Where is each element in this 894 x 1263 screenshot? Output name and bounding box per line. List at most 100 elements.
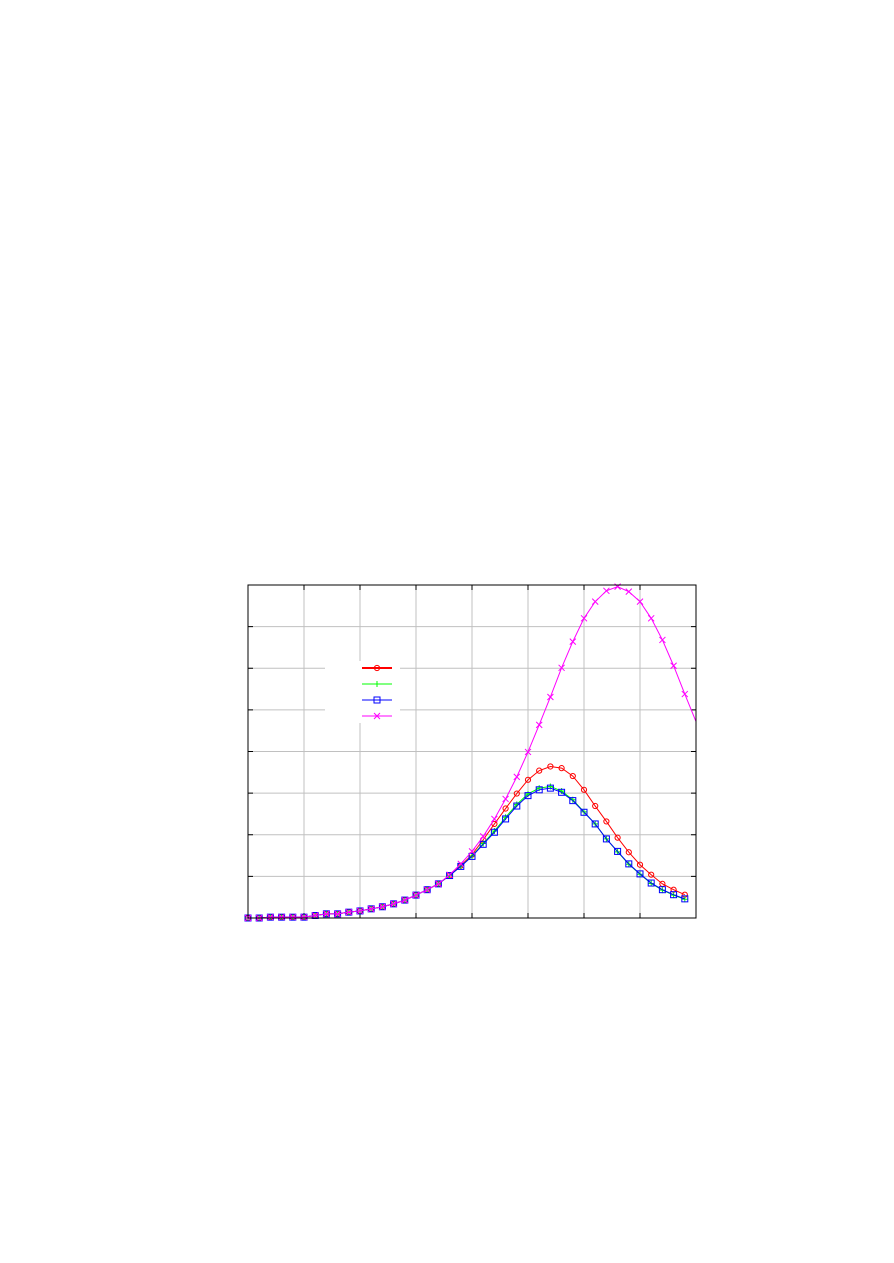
data-point xyxy=(457,860,465,868)
data-point xyxy=(373,712,381,720)
data-point xyxy=(323,910,330,918)
data-point xyxy=(535,786,543,794)
data-point xyxy=(591,598,599,606)
data-point xyxy=(367,905,375,913)
series-group xyxy=(244,583,697,922)
data-point xyxy=(546,784,554,792)
data-point xyxy=(658,886,666,894)
series-2 xyxy=(245,783,688,921)
data-point xyxy=(648,871,655,878)
data-point xyxy=(390,900,398,908)
data-point xyxy=(374,681,380,687)
data-point xyxy=(379,903,386,911)
plot-frame xyxy=(247,584,697,919)
data-point xyxy=(435,880,442,888)
data-point xyxy=(625,588,633,596)
data-point xyxy=(412,891,420,899)
data-point xyxy=(547,763,554,770)
legend-entry-2 xyxy=(362,681,392,687)
data-point xyxy=(591,820,599,828)
data-point xyxy=(681,895,689,903)
data-point xyxy=(592,802,599,810)
data-point xyxy=(569,797,577,805)
legend-entry-3 xyxy=(362,696,392,704)
data-point xyxy=(278,913,285,921)
data-point xyxy=(602,835,610,843)
data-point xyxy=(614,847,622,855)
data-point xyxy=(636,861,644,868)
data-point xyxy=(580,614,588,622)
data-point xyxy=(491,820,498,828)
data-point xyxy=(569,638,577,645)
data-point xyxy=(524,776,532,783)
data-point xyxy=(513,790,520,797)
data-point xyxy=(378,903,386,911)
data-point xyxy=(647,879,655,887)
data-point xyxy=(468,848,476,855)
data-point xyxy=(401,896,409,904)
data-point xyxy=(670,891,678,899)
data-point xyxy=(479,840,487,848)
series-3 xyxy=(244,784,689,922)
data-point xyxy=(670,662,677,670)
legend-entry-1 xyxy=(362,664,392,672)
data-point xyxy=(412,891,420,899)
series-1 xyxy=(244,763,688,922)
data-point xyxy=(569,772,576,780)
data-point xyxy=(446,872,454,880)
data-point xyxy=(356,907,364,915)
data-point xyxy=(636,598,644,606)
data-point xyxy=(603,587,610,595)
data-point xyxy=(373,664,381,672)
data-point xyxy=(558,788,566,796)
data-point xyxy=(547,693,554,701)
data-point xyxy=(558,765,565,772)
series-line xyxy=(248,765,686,919)
data-point xyxy=(535,721,543,729)
data-point xyxy=(491,815,498,823)
data-point xyxy=(636,870,644,878)
data-point xyxy=(614,834,621,841)
data-point xyxy=(446,871,453,879)
data-point xyxy=(603,818,610,825)
data-point xyxy=(681,896,688,903)
data-point xyxy=(267,913,274,921)
data-point xyxy=(468,852,476,860)
data-point xyxy=(423,886,431,894)
series-4 xyxy=(244,583,697,922)
data-point xyxy=(334,910,341,918)
data-point xyxy=(524,748,532,756)
data-point xyxy=(434,880,442,888)
legend xyxy=(325,661,400,723)
data-point xyxy=(390,900,397,908)
data-point xyxy=(625,849,632,856)
data-point xyxy=(513,773,521,781)
data-point xyxy=(659,636,666,644)
data-point xyxy=(580,808,588,816)
data-point xyxy=(423,886,431,894)
legend-background xyxy=(325,661,400,723)
data-point xyxy=(580,786,588,793)
data-point xyxy=(479,833,487,840)
data-point xyxy=(513,802,521,810)
data-point xyxy=(625,860,633,868)
data-point xyxy=(490,828,498,836)
data-point xyxy=(289,913,297,921)
data-point xyxy=(681,690,689,698)
data-point xyxy=(367,905,375,913)
data-point xyxy=(401,896,409,904)
grid-lines xyxy=(248,585,696,918)
data-point xyxy=(502,815,510,823)
data-point xyxy=(345,908,353,916)
data-point xyxy=(558,664,565,672)
series-line xyxy=(248,787,685,919)
data-point xyxy=(524,792,532,800)
legend-entry-4 xyxy=(362,712,392,720)
data-point xyxy=(536,767,543,774)
data-point xyxy=(300,913,308,921)
data-point xyxy=(502,805,509,812)
data-point xyxy=(502,795,509,803)
data-point xyxy=(373,696,381,704)
data-point xyxy=(647,614,655,622)
